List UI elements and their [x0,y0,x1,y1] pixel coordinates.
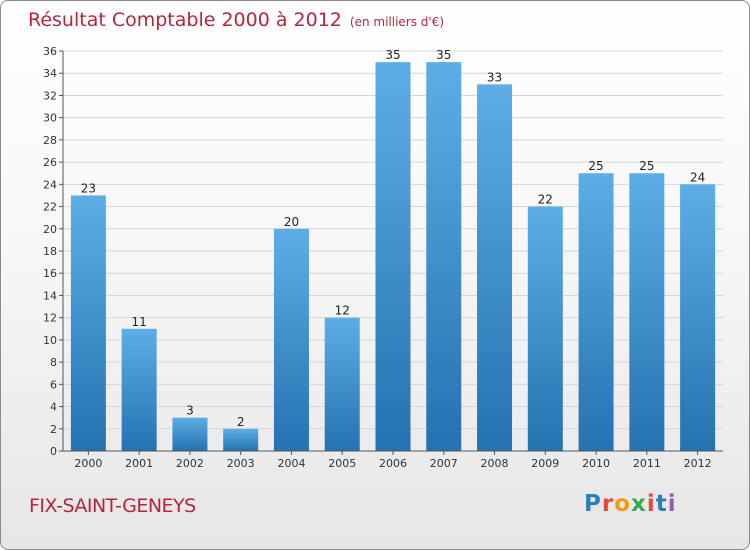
data-label-2007: 35 [436,48,451,62]
x-tick-label: 2005 [328,457,356,470]
bar-2007 [426,62,462,451]
y-tick-label: 36 [43,45,57,58]
y-tick-label: 6 [50,378,57,391]
x-tick-label: 2007 [430,457,458,470]
logo-letter: i [667,491,677,517]
y-tick-label: 16 [43,267,57,280]
y-tick-label: 8 [50,356,57,369]
commune-name: FIX-SAINT-GENEYS [29,495,196,517]
y-tick-label: 30 [43,112,57,125]
y-tick-label: 10 [43,334,57,347]
proxiti-logo: Proxiti [584,491,677,517]
data-label-2000: 23 [81,181,96,195]
bar-2004 [273,228,309,451]
bar-2008 [477,84,513,451]
y-tick-label: 20 [43,223,57,236]
y-tick-label: 34 [43,67,57,80]
bar-2003 [223,428,259,451]
y-tick-label: 24 [43,178,57,191]
bars: 23 11 3 2 20 12 35 35 33 22 25 25 24 [70,48,716,452]
bar-2009 [527,206,563,451]
x-tick-label: 2010 [582,457,610,470]
logo-letter: i [646,491,656,517]
bar-2002 [172,417,208,451]
bar-2005 [324,317,360,451]
data-label-2001: 11 [132,315,147,329]
y-tick-label: 0 [50,445,57,458]
data-label-2012: 24 [690,170,705,184]
x-tick-label: 2008 [481,457,509,470]
data-label-2006: 35 [385,48,400,62]
data-label-2002: 3 [186,404,194,418]
bar-2010 [578,173,614,451]
data-label-2011: 25 [639,159,654,173]
bar-2001 [121,328,157,451]
title-text: Résultat Comptable 2000 à 2012 [28,9,342,31]
x-tick-label: 2001 [125,457,153,470]
logo-letter: P [584,491,602,517]
y-tick-label: 28 [43,134,57,147]
bar-2011 [629,173,665,451]
x-tick-label: 2002 [176,457,204,470]
bar-2000 [70,195,106,451]
data-label-2010: 25 [588,159,603,173]
x-tick-label: 2009 [531,457,559,470]
chart-title: Résultat Comptable 2000 à 2012 (en millie… [28,9,444,31]
logo-letter: r [601,491,615,517]
logo-letter: t [655,491,668,517]
x-tick-label: 2006 [379,457,407,470]
logo-letter: o [614,491,632,517]
y-tick-label: 18 [43,245,57,258]
y-tick-label: 22 [43,201,57,214]
bar-2006 [375,62,411,451]
bar-2012 [680,184,716,452]
x-tick-label: 2003 [227,457,255,470]
data-label-2003: 2 [237,415,245,429]
data-label-2004: 20 [284,215,299,229]
x-tick-label: 2012 [684,457,712,470]
x-tick-label: 2000 [74,457,102,470]
y-tick-label: 26 [43,156,57,169]
y-tick-label: 14 [43,289,57,302]
y-tick-label: 12 [43,312,57,325]
x-tick-label: 2011 [633,457,661,470]
chart-subtitle: (en milliers d'€) [349,15,445,29]
y-tick-label: 2 [50,423,57,436]
data-label-2008: 33 [487,70,502,84]
y-tick-label: 32 [43,89,57,102]
data-label-2009: 22 [538,193,553,207]
data-label-2005: 12 [335,304,350,318]
y-tick-label: 4 [50,401,57,414]
logo-letter: x [631,491,647,517]
x-tick-label: 2004 [277,457,305,470]
